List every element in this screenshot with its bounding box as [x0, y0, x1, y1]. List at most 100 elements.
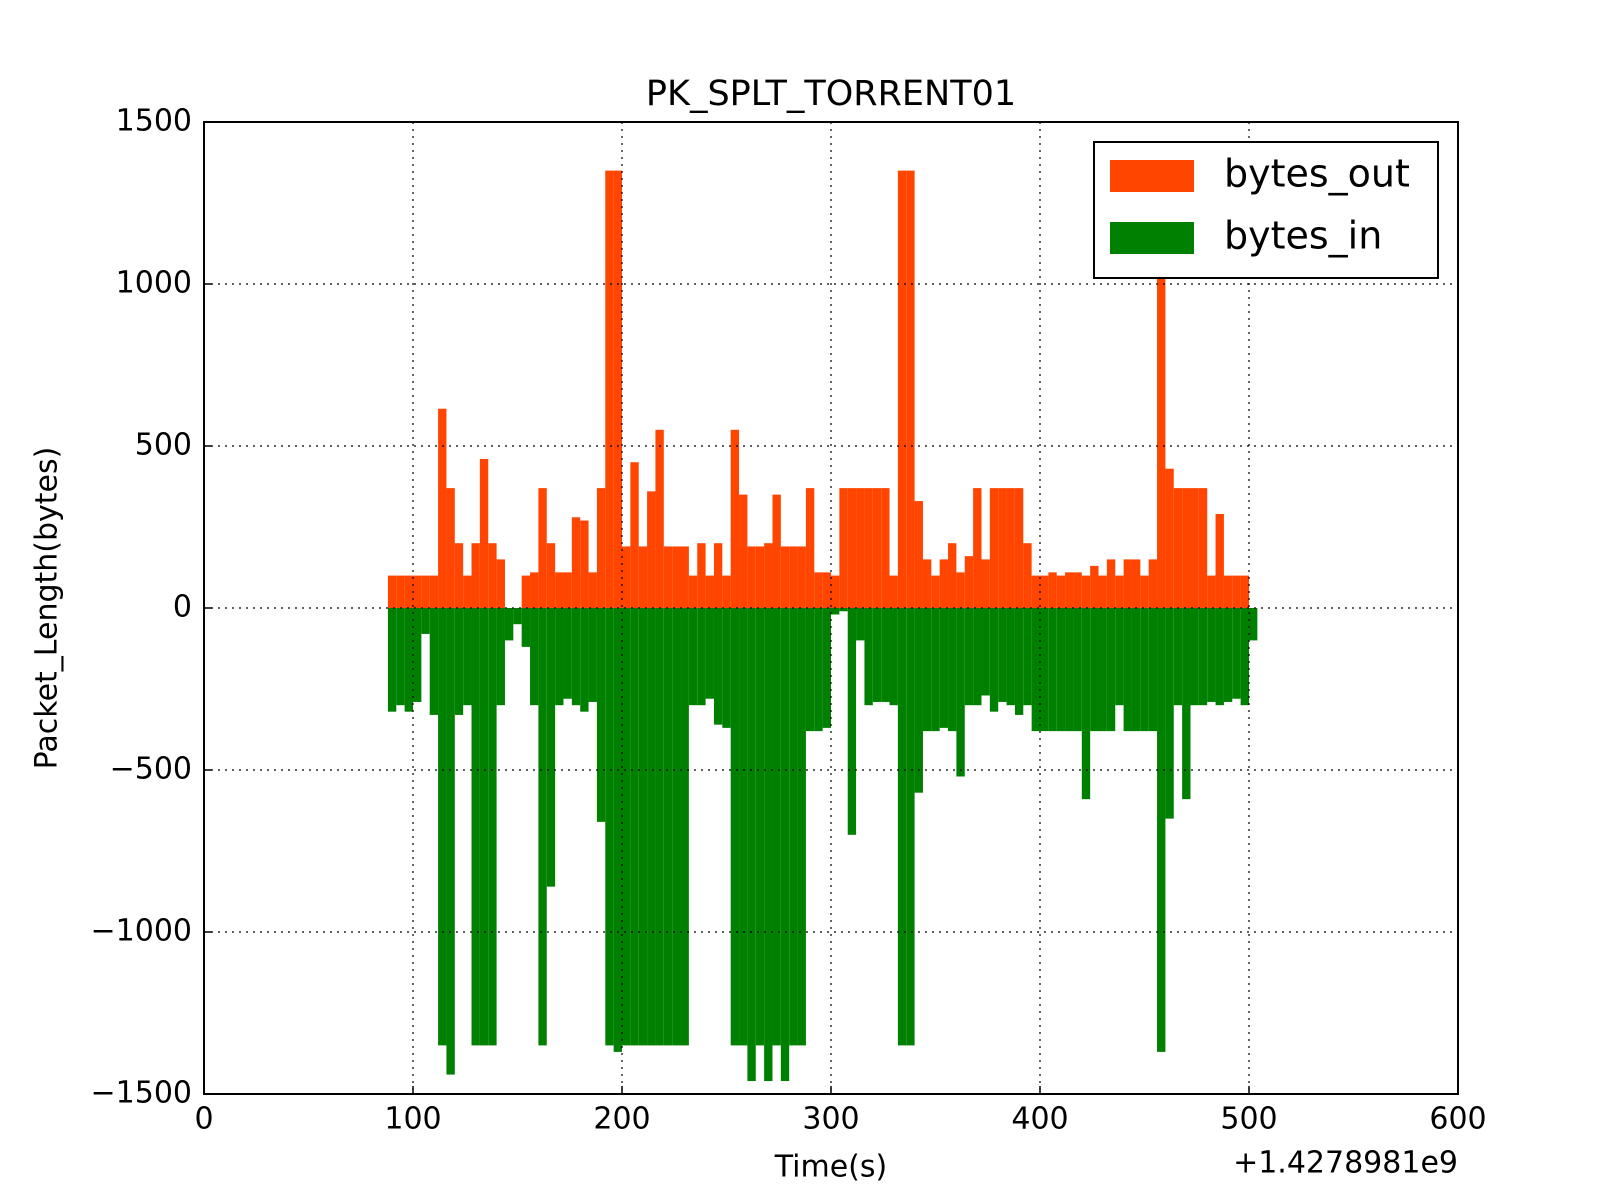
bar — [580, 608, 589, 712]
bar — [730, 608, 740, 1046]
bar — [889, 608, 898, 706]
bar — [1148, 559, 1158, 608]
bar — [897, 608, 907, 1046]
bar — [1131, 559, 1141, 608]
x-tick-label: 100 — [384, 1102, 441, 1137]
x-offset-label: +1.4278981e9 — [1233, 1146, 1458, 1181]
bar — [1140, 575, 1149, 608]
bar — [546, 543, 556, 608]
bar — [1031, 575, 1040, 608]
bar — [939, 608, 949, 728]
bar — [429, 608, 439, 715]
bar — [488, 543, 497, 608]
bar — [1031, 608, 1040, 732]
bar — [605, 170, 614, 608]
bar — [396, 608, 405, 706]
bar — [438, 408, 447, 608]
bar — [1065, 572, 1074, 608]
bar — [530, 608, 539, 706]
bar — [1040, 575, 1049, 608]
bar — [596, 488, 606, 608]
bar — [663, 546, 673, 608]
bar — [747, 608, 756, 1082]
bar — [964, 556, 974, 608]
bar — [1157, 271, 1166, 608]
bar — [872, 608, 882, 702]
bar — [438, 608, 447, 1046]
bar — [1115, 575, 1124, 608]
bar — [713, 608, 723, 725]
bar — [1014, 608, 1024, 715]
y-tick-label: −1000 — [91, 914, 192, 949]
bar — [688, 575, 698, 608]
bar — [463, 575, 472, 608]
bar — [454, 543, 464, 608]
bar — [555, 572, 564, 608]
bar — [1240, 575, 1249, 608]
bar — [571, 517, 581, 608]
bar — [479, 458, 489, 608]
bar — [772, 608, 781, 1046]
bar — [948, 608, 957, 732]
bar — [1006, 488, 1015, 608]
bar — [1140, 608, 1149, 732]
bar — [1223, 575, 1233, 608]
bar — [764, 543, 773, 608]
bar — [580, 520, 589, 608]
bar — [755, 546, 765, 608]
bar — [1106, 608, 1116, 732]
bar — [1232, 575, 1241, 608]
bar — [454, 608, 464, 715]
bar — [705, 608, 714, 699]
bar — [387, 575, 397, 608]
bar — [1098, 608, 1107, 732]
legend-label: bytes_out — [1224, 152, 1410, 196]
bar — [1106, 559, 1116, 608]
bar — [822, 608, 831, 728]
bar — [513, 608, 522, 625]
y-tick-label: −500 — [110, 752, 192, 787]
bar — [956, 572, 965, 608]
bar — [1048, 572, 1057, 608]
bar — [1131, 608, 1141, 732]
bar — [647, 491, 656, 608]
bar — [805, 608, 815, 732]
bar — [1198, 488, 1208, 608]
bar — [688, 608, 698, 706]
y-tick-label: 1000 — [116, 266, 192, 301]
bar — [421, 608, 430, 634]
bar — [831, 608, 840, 615]
bar — [989, 488, 999, 608]
bar — [479, 608, 489, 1046]
bar — [881, 608, 890, 702]
bar — [563, 572, 572, 608]
bar — [663, 608, 673, 1046]
bar — [981, 559, 990, 608]
x-tick-label: 0 — [194, 1102, 213, 1137]
bar — [705, 575, 714, 608]
y-tick-label: 0 — [173, 590, 192, 625]
bar — [713, 543, 723, 608]
bar — [471, 543, 480, 608]
bar — [1232, 608, 1241, 699]
bar — [881, 488, 890, 608]
bar — [789, 608, 798, 1046]
bar — [864, 488, 873, 608]
bar — [847, 608, 857, 835]
bar — [1006, 608, 1015, 706]
bar — [814, 572, 823, 608]
bar — [488, 608, 497, 1046]
x-tick-label: 300 — [802, 1102, 859, 1137]
bar — [1165, 608, 1174, 819]
bar — [998, 608, 1007, 702]
bar — [1173, 488, 1183, 608]
bar — [446, 488, 455, 608]
bar — [1215, 608, 1224, 706]
bar — [1073, 572, 1082, 608]
bar — [697, 608, 706, 706]
bar — [521, 608, 531, 647]
bar — [596, 608, 606, 822]
bar — [1215, 514, 1224, 608]
bar — [588, 572, 597, 608]
chart-title: PK_SPLT_TORRENT01 — [646, 74, 1016, 114]
